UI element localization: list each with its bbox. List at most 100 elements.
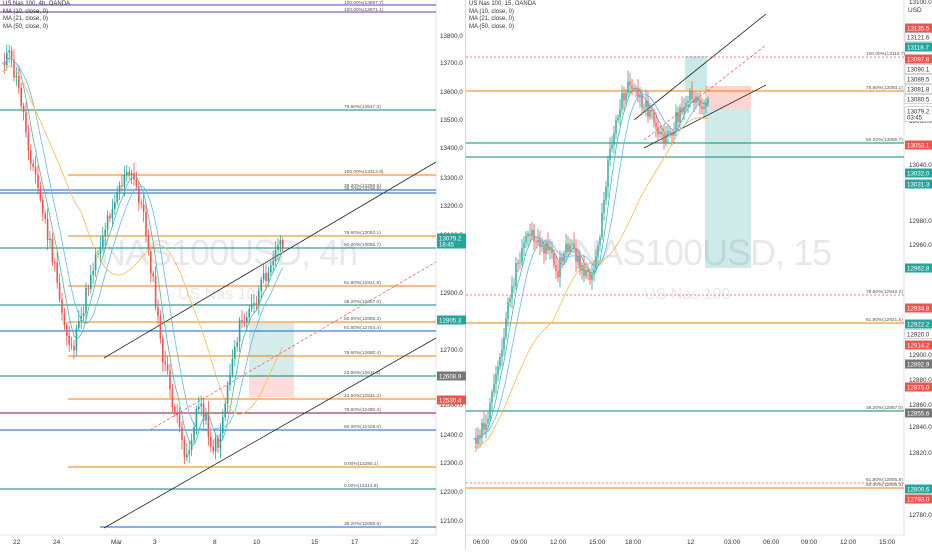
right-candle (513, 285, 515, 287)
left-indicator-ma50[interactable]: MA (50, close, 0) (3, 23, 49, 30)
left-watermark-symbol: NAS100USD, 4h (100, 232, 358, 273)
right-candle (519, 262, 521, 264)
right-chart-pane[interactable]: USD13100.013000.012980.012960.012940.012… (466, 0, 932, 550)
right-candle (641, 95, 643, 108)
left-candle (121, 185, 123, 187)
right-indicator-ma50[interactable]: MA (50, close, 0) (469, 23, 515, 30)
right-fib-label: 38.20%(12857.0) (866, 405, 903, 411)
left-chart-pane[interactable]: 13800.0 13700.0 13600.0 13500.0 13400.0 13300… (0, 0, 467, 550)
right-candle (593, 269, 595, 275)
right-candle (677, 112, 679, 123)
right-candle (569, 244, 571, 252)
left-candle (246, 317, 248, 323)
right-candle (599, 237, 601, 246)
left-watermark-name: US Nas 100 (178, 286, 265, 303)
right-candle (637, 89, 639, 98)
left-time-tick: 3 (153, 539, 157, 546)
right-price-badge-bg (905, 340, 932, 350)
right-candle (625, 92, 627, 101)
left-candle (32, 163, 34, 168)
right-candle (659, 131, 661, 135)
right-time-tick: 18:00 (625, 539, 642, 546)
left-candle (18, 75, 20, 88)
right-price-badge-bg (905, 494, 932, 504)
right-fib-label: 50.00%(13055.7) (866, 137, 903, 143)
right-candle (615, 120, 617, 133)
right-candle (535, 241, 537, 243)
left-candle (109, 215, 111, 219)
left-candle (37, 174, 39, 189)
left-price-tick: 12400.0 (440, 432, 463, 439)
left-price-badge-bg (437, 371, 467, 381)
left-chart-title[interactable]: US Nas 100, 4h, OANDA (3, 1, 71, 7)
right-price-badge-text: 12855.6 (907, 410, 930, 417)
right-candle (695, 96, 697, 103)
right-candle (551, 247, 553, 254)
right-candle (487, 418, 489, 424)
right-price-badge-text: 13081.8 (907, 86, 930, 93)
left-candle (118, 185, 121, 192)
right-watermark-symbol: NAS100USD, 15 (574, 232, 832, 273)
left-candle (243, 321, 246, 323)
right-indicator-ma21[interactable]: MA (21, close, 0) (469, 16, 515, 22)
right-price-badge-bg (904, 32, 932, 42)
right-fib-label: 61.80%(12805.8) (866, 477, 903, 483)
right-chart-title[interactable]: US Nas 100, 15, OANDA (469, 1, 537, 7)
left-candle (166, 364, 169, 371)
left-price-badge-text: 12608.9 (439, 373, 462, 380)
right-candle (537, 239, 539, 243)
left-candle (265, 273, 267, 282)
right-candle (577, 255, 579, 262)
right-fib-label: 61.80%(12921.5) (866, 317, 903, 323)
right-chart-canvas[interactable]: USD13100.013000.012980.012960.012940.012… (466, 0, 932, 550)
left-candle (250, 305, 253, 309)
right-candle (601, 212, 603, 238)
right-candle (559, 257, 561, 278)
right-candle (657, 127, 659, 135)
right-price-badge-bg (905, 263, 932, 273)
left-candle (258, 290, 260, 306)
left-candle (123, 175, 126, 187)
left-candle (274, 249, 277, 262)
left-candle (102, 235, 104, 247)
left-price-tick: 12900.0 (440, 290, 463, 297)
left-chart-canvas[interactable]: 13800.0 13700.0 13600.0 13500.0 13400.0 13300… (0, 0, 467, 550)
left-candle (150, 251, 152, 274)
left-candle (219, 433, 222, 448)
left-fib-label: 100.00%(13897.7) (344, 0, 384, 6)
right-channel-upper-line (633, 13, 767, 121)
right-time-tick: 12:00 (550, 539, 567, 546)
left-price-tick: 13700.0 (440, 60, 463, 67)
right-fib-label: 78.60%(13093.1) (866, 85, 903, 91)
right-loss-zone (705, 86, 751, 110)
left-candle (202, 403, 205, 421)
right-time-tick: 15:00 (879, 539, 896, 546)
left-indicator-ma10[interactable]: MA (10, close, 0) (3, 8, 49, 15)
right-price-badge-bg (905, 382, 932, 392)
right-time-tick: 06:00 (473, 539, 490, 546)
left-candle (236, 342, 238, 347)
right-price-badge-text: 13118.7 (907, 44, 929, 51)
left-candle (224, 403, 226, 418)
right-candle (511, 286, 513, 299)
right-candle (541, 244, 543, 247)
right-price-badge-bg (905, 303, 932, 313)
right-time-tick: 09:00 (511, 539, 528, 546)
left-candle (90, 275, 92, 289)
left-fib-label: 0.00%(12213.8) (344, 483, 379, 489)
left-candle (22, 105, 25, 113)
left-indicator-ma21[interactable]: MA (21, close, 0) (3, 16, 49, 22)
left-candle (142, 203, 145, 212)
right-price-tick: 12960.0 (909, 242, 932, 249)
right-candle (583, 265, 585, 277)
left-candle (169, 370, 171, 390)
left-candle (130, 173, 133, 176)
left-candle (97, 253, 99, 255)
left-candle (207, 412, 210, 437)
left-fib-label: 78.60%(13537.3) (344, 104, 381, 110)
right-candle (611, 144, 613, 149)
right-indicator-ma10[interactable]: MA (10, close, 0) (469, 8, 515, 15)
left-time-tick: 10 (253, 539, 261, 546)
right-price-badge-text: 12793.0 (907, 496, 930, 503)
left-fib-label: 50.00%(12805.3) (344, 316, 381, 322)
